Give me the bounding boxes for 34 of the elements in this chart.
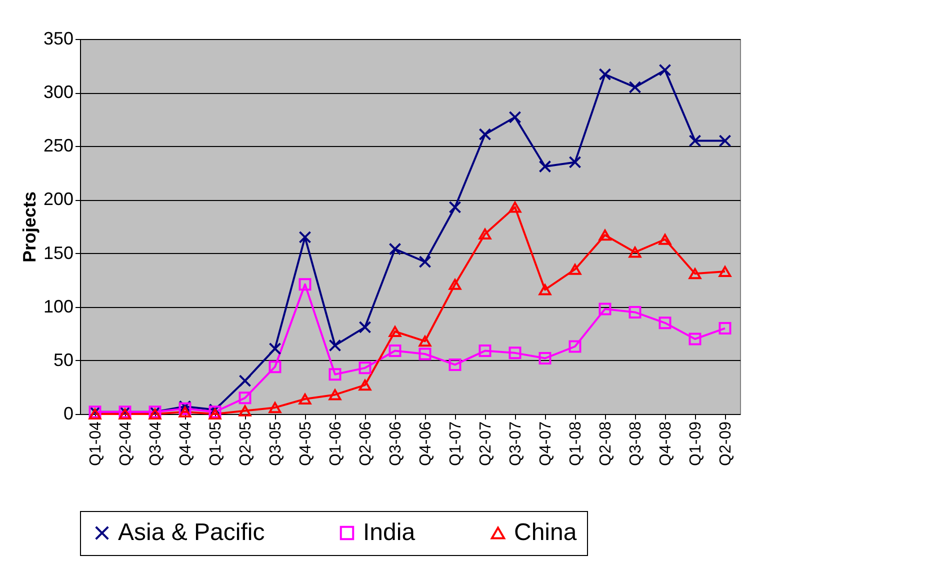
x-tick-label: Q3-05 xyxy=(268,421,284,466)
x-tick-label: Q4-05 xyxy=(298,421,314,466)
x-tick-label: Q1-05 xyxy=(208,421,224,466)
x-tick-label: Q1-08 xyxy=(568,421,584,466)
x-tick-label: Q1-07 xyxy=(448,421,464,466)
legend-label: Asia & Pacific xyxy=(118,519,265,546)
x-tick-label: Q2-05 xyxy=(238,421,254,466)
x-tick-label: Q1-06 xyxy=(328,421,344,466)
y-tick-label: 200 xyxy=(43,189,74,210)
y-tick-label: 0 xyxy=(63,404,74,424)
x-tick-label: Q3-06 xyxy=(388,421,404,466)
y-tick-label: 300 xyxy=(43,82,74,102)
x-tick-label: Q2-08 xyxy=(598,421,614,466)
x-tick-label: Q2-09 xyxy=(718,421,734,466)
x-tick-label: Q2-06 xyxy=(358,421,374,466)
y-tick-label: 100 xyxy=(43,296,74,316)
x-tick-label: Q4-07 xyxy=(538,421,554,466)
x-tick-label: Q3-08 xyxy=(628,421,644,466)
x-tick-label: Q2-04 xyxy=(118,421,134,466)
y-tick-label: 350 xyxy=(43,28,74,48)
x-tick-label: Q4-04 xyxy=(178,421,194,466)
x-tick-label: Q4-06 xyxy=(418,421,434,466)
y-tick-label: 150 xyxy=(43,242,74,263)
x-tick-label: Q1-09 xyxy=(688,421,704,466)
y-tick-label: 50 xyxy=(53,350,74,370)
legend-label: China xyxy=(514,519,578,546)
x-tick-label: Q1-04 xyxy=(88,421,104,466)
x-tick-label: Q3-07 xyxy=(508,421,524,466)
y-tick-label: 250 xyxy=(43,136,74,156)
legend-label: India xyxy=(363,519,416,546)
x-tick-label: Q4-08 xyxy=(658,421,674,466)
x-tick-label: Q3-04 xyxy=(148,421,164,466)
y-axis-title: Projects xyxy=(19,191,40,263)
x-tick-label: Q2-07 xyxy=(478,421,494,466)
